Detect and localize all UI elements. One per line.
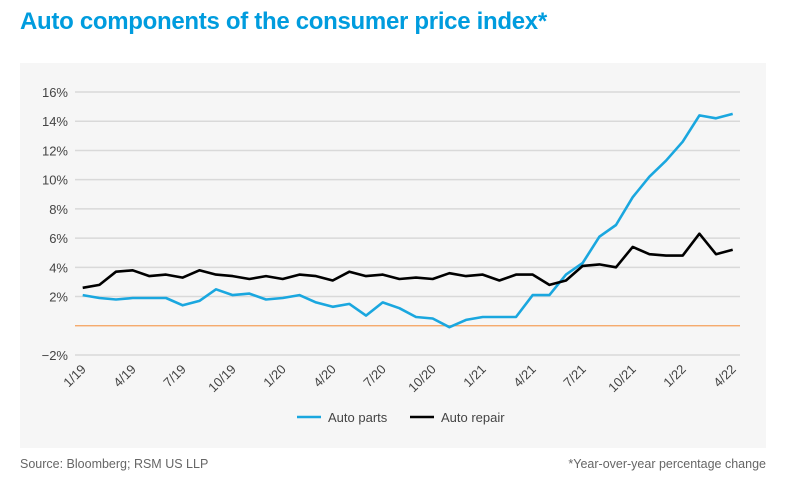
legend-label: Auto parts [328, 410, 388, 425]
x-tick-label: 10/21 [605, 362, 639, 396]
x-tick-label: 10/20 [405, 362, 439, 396]
x-tick-label: 4/21 [510, 362, 539, 391]
x-tick-label: 10/19 [205, 362, 239, 396]
x-tick-label: 1/21 [460, 362, 489, 391]
x-tick-label: 7/21 [560, 362, 589, 391]
chart-panel [20, 63, 766, 448]
chart-title: Auto components of the consumer price in… [20, 8, 547, 35]
x-tick-label: 4/20 [310, 362, 339, 391]
x-tick-label: 1/22 [660, 362, 689, 391]
y-tick-label: 6% [49, 231, 68, 246]
footnote: *Year-over-year percentage change [568, 457, 766, 471]
y-tick-label: 4% [49, 260, 68, 275]
y-tick-label: 8% [49, 202, 68, 217]
x-tick-label: 7/20 [360, 362, 389, 391]
y-tick-label: 10% [42, 173, 68, 188]
y-tick-label: 14% [42, 114, 68, 129]
legend-label: Auto repair [441, 410, 505, 425]
y-tick-label: 16% [42, 85, 68, 100]
x-tick-label: 1/20 [260, 362, 289, 391]
y-tick-label: −2% [42, 348, 69, 363]
y-tick-label: 2% [49, 290, 68, 305]
x-tick-label: 1/19 [60, 362, 89, 391]
series-line-auto-parts [82, 112, 734, 329]
source-note: Source: Bloomberg; RSM US LLP [20, 457, 209, 471]
x-tick-label: 7/19 [160, 362, 189, 391]
x-tick-label: 4/22 [710, 362, 739, 391]
series-line-auto-repair [82, 232, 734, 290]
x-tick-label: 4/19 [110, 362, 139, 391]
y-tick-label: 12% [42, 143, 68, 158]
